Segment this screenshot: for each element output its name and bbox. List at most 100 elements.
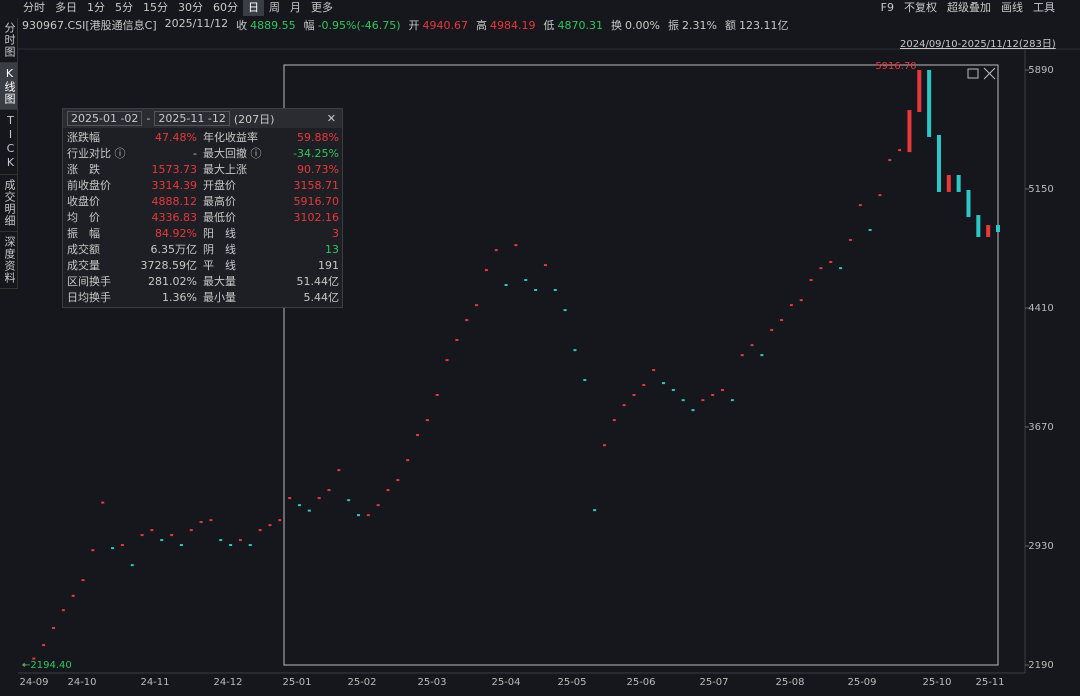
stat-value: 1.36% [162, 291, 197, 304]
candle [297, 504, 301, 507]
candle [858, 204, 862, 207]
period-tab[interactable]: 周 [269, 1, 280, 14]
candle [317, 497, 321, 500]
range-label[interactable]: 2024/09/10-2025/11/12(283日) [900, 39, 1056, 50]
quote-label: 额 [724, 19, 736, 32]
stat-value: 281.02% [148, 275, 197, 288]
quote-value: 2.31% [682, 19, 717, 32]
x-tick-label: 24-12 [213, 677, 242, 688]
candle [799, 299, 803, 302]
candle [996, 225, 1000, 233]
stat-label: 成交额 [67, 243, 100, 256]
period-tab[interactable]: 月 [290, 1, 301, 14]
x-tick-label: 25-09 [847, 677, 876, 688]
stat-label: 收盘价 [67, 195, 100, 208]
candle [936, 134, 941, 192]
stat-value: 3 [332, 227, 339, 240]
stat-label: 最大上涨 [203, 163, 247, 176]
candle [839, 267, 843, 270]
period-tab[interactable]: 30分 [178, 1, 203, 14]
side-tab[interactable]: 分时图 [0, 18, 17, 63]
quote-line: 930967.CSI[港股通信息C] 2025/11/12 收 4889.55 幅 -… [22, 17, 788, 33]
side-tab[interactable]: TICK [0, 110, 17, 175]
stat-value: 47.48% [155, 131, 197, 144]
start-date[interactable]: 2025-01 -02 [67, 111, 143, 126]
stat-value: 6.35万亿 [150, 243, 198, 256]
side-tab[interactable]: 成交明细 [0, 175, 17, 232]
period-tab[interactable]: 1分 [87, 1, 105, 14]
candle [986, 225, 991, 237]
candle [573, 349, 577, 352]
tool-button[interactable]: 工具 [1033, 1, 1055, 14]
stat-value: 51.44亿 [296, 275, 340, 288]
period-tab[interactable]: 5分 [115, 1, 133, 14]
stat-value: 5.44亿 [303, 291, 340, 304]
period-tab[interactable]: 日 [243, 0, 264, 16]
stat-label: 日均换手 [67, 291, 111, 304]
candle [179, 544, 183, 547]
candle [632, 393, 636, 396]
y-tick-label: 2930 [1028, 541, 1053, 552]
x-tick-label: 25-03 [417, 677, 446, 688]
stat-label: 前收盘价 [67, 179, 111, 192]
candle [829, 261, 833, 264]
period-tab[interactable]: 更多 [311, 1, 333, 14]
period-tab[interactable]: 分时 [23, 1, 45, 14]
stat-value: 3314.39 [151, 179, 198, 192]
tool-button[interactable]: 不复权 [904, 1, 937, 14]
candle [917, 70, 922, 113]
stat-label: 平 线 [203, 259, 236, 272]
candle [563, 309, 567, 312]
candle [170, 534, 174, 537]
candle [534, 288, 538, 291]
tool-button[interactable]: 画线 [1001, 1, 1023, 14]
high-label: 5916.70 [875, 61, 916, 72]
days: (207日) [233, 112, 275, 126]
candle [307, 509, 311, 512]
candle [484, 269, 488, 272]
quote-item: 收 4889.55 [236, 17, 296, 33]
y-tick-label: 5150 [1028, 184, 1053, 195]
stat-value: 1573.73 [151, 163, 198, 176]
candle [898, 149, 902, 152]
candle [278, 519, 282, 522]
quote-value: 123.11亿 [738, 19, 789, 32]
candle [966, 189, 971, 218]
candle [652, 369, 656, 372]
stat-value: 191 [318, 259, 339, 272]
stat-label: 最大回撤 ⓘ [203, 147, 262, 160]
candle [130, 564, 134, 567]
candle [691, 409, 695, 412]
quote-item: 额 123.11亿 [725, 17, 789, 33]
candle [416, 434, 420, 437]
quote-label: 收 [236, 19, 248, 32]
candle [740, 354, 744, 357]
side-tab[interactable]: 深度资料 [0, 232, 17, 289]
candle [956, 175, 961, 192]
period-tab[interactable]: 60分 [213, 1, 238, 14]
quote-value: 4889.55 [250, 19, 296, 32]
period-tab[interactable]: 15分 [143, 1, 168, 14]
candle [160, 539, 164, 542]
candle [927, 70, 932, 137]
candle [819, 267, 823, 270]
quote-item: 幅 -0.95%(-46.75) [304, 17, 401, 33]
tool-button[interactable]: 超级叠加 [947, 1, 991, 14]
candle [721, 389, 725, 392]
quote-label: 高 [476, 19, 488, 32]
tool-button[interactable]: F9 [880, 1, 894, 14]
x-tick-label: 25-05 [557, 677, 586, 688]
end-date[interactable]: 2025-11 -12 [154, 111, 230, 126]
x-tick-label: 24-10 [67, 677, 96, 688]
candle [750, 344, 754, 347]
close[interactable]: ✕ [326, 112, 336, 125]
period-tab[interactable]: 多日 [55, 1, 77, 14]
quote-label: 低 [543, 19, 555, 32]
stat-value: 4336.83 [151, 211, 198, 224]
quote-item: 开 4940.67 [409, 17, 469, 33]
candle [396, 479, 400, 482]
icon [967, 68, 979, 79]
side-tab[interactable]: K线图 [0, 63, 17, 110]
